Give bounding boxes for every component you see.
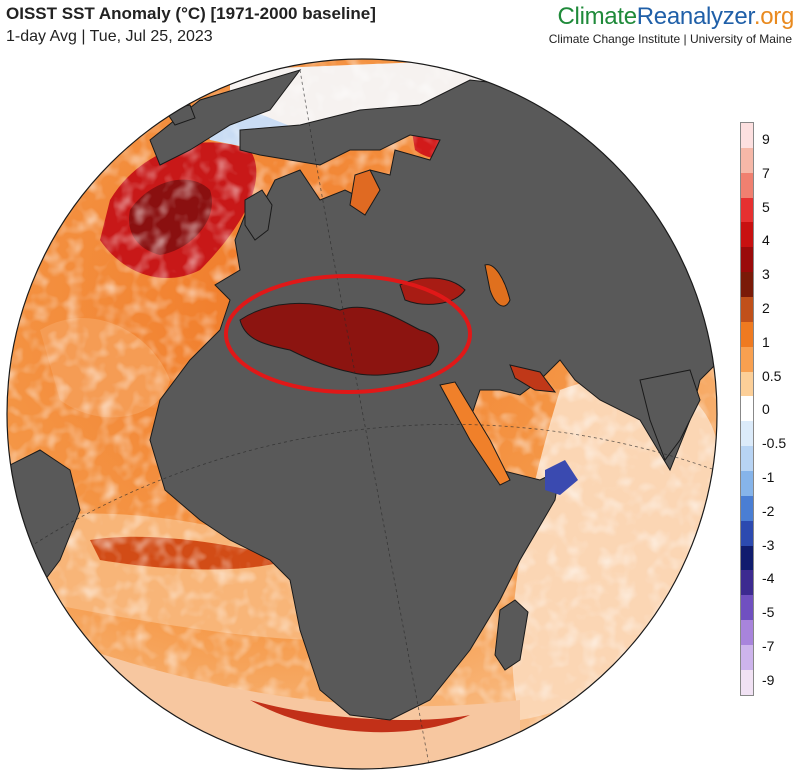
colorbar-tick-label: -2 [762, 502, 775, 519]
colorbar-tick-label: 0.5 [762, 367, 782, 384]
red-sea-anomaly [439, 381, 511, 486]
colorbar-tick-label: -1 [762, 469, 775, 485]
colorbar-tick-label: -4 [762, 570, 775, 587]
colorbar-tick-label: -5 [762, 604, 775, 621]
colorbar-tick-label: 0 [762, 401, 770, 418]
colorbar-segment [741, 272, 753, 298]
colorbar-tick-label: -7 [762, 638, 775, 654]
southern-ocean-hot-streak [250, 700, 470, 733]
colorbar-segment [741, 247, 753, 273]
colorbar-segment [741, 545, 753, 571]
colorbar-segment [741, 371, 753, 397]
brand-name-part1: Climate [557, 3, 638, 30]
brand-affiliation: Climate Change Institute | University of… [548, 32, 792, 46]
colorbar-segment [741, 495, 753, 521]
map-subtitle: 1-day Avg | Tue, Jul 25, 2023 [6, 28, 213, 45]
colorbar-tick-label: 5 [762, 198, 770, 215]
colorbar-segment [741, 197, 753, 223]
colorbar [740, 122, 754, 696]
colorbar-segment [741, 172, 753, 198]
arabian-sea-cool-spot [545, 460, 578, 495]
colorbar-segment [741, 321, 753, 347]
colorbar-tick-label: -9 [762, 671, 775, 688]
brand-name-part3: .org [753, 3, 794, 30]
colorbar-segment [741, 645, 753, 670]
colorbar-segment [741, 620, 753, 646]
colorbar-tick-label: 9 [762, 131, 770, 147]
colorbar-tick-label: 7 [762, 164, 770, 181]
baltic-sea-anomaly [349, 169, 381, 216]
afro-eurasia-land [149, 79, 717, 721]
persian-gulf-anomaly [509, 364, 557, 393]
colorbar-tick-label: -0.5 [762, 435, 787, 452]
madagascar-land [494, 599, 529, 671]
graticule-line [299, 69, 431, 769]
colorbar-segment [741, 346, 753, 372]
colorbar-segment [741, 421, 753, 447]
colorbar-segment [741, 520, 753, 546]
british-isles-land [244, 189, 273, 241]
india-land [639, 369, 701, 462]
caspian-sea-anomaly [484, 264, 511, 307]
colorbar-segment [741, 446, 753, 472]
colorbar-segment [741, 669, 753, 695]
colorbar-tick-label: 4 [762, 232, 770, 249]
colorbar-segment [741, 147, 753, 173]
colorbar-segment [741, 396, 753, 422]
colorbar-segment [741, 123, 753, 148]
brand-logo[interactable]: ClimateReanalyzer.org [558, 3, 795, 31]
globe-outline [6, 58, 718, 770]
colorbar-tick-label: 2 [762, 300, 770, 316]
globe-content [7, 59, 717, 769]
colorbar-tick-label: -3 [762, 536, 775, 553]
graticule-line [9, 424, 716, 561]
mediterranean-sea-anomaly [239, 303, 440, 376]
colorbar-segment [741, 570, 753, 596]
colorbar-tick-label: 3 [762, 266, 770, 283]
graticule [9, 69, 716, 769]
colorbar-segment [741, 297, 753, 322]
colorbar-segment [741, 471, 753, 496]
colorbar-segment [741, 595, 753, 621]
colorbar-tick-label: 1 [762, 333, 770, 350]
colorbar-segment [741, 222, 753, 248]
map-title: OISST SST Anomaly (°C) [1971-2000 baseli… [6, 4, 376, 23]
greenland-land [149, 69, 302, 166]
highlight-ellipse [224, 274, 472, 394]
brand-name-part2: Reanalyzer [636, 3, 754, 30]
